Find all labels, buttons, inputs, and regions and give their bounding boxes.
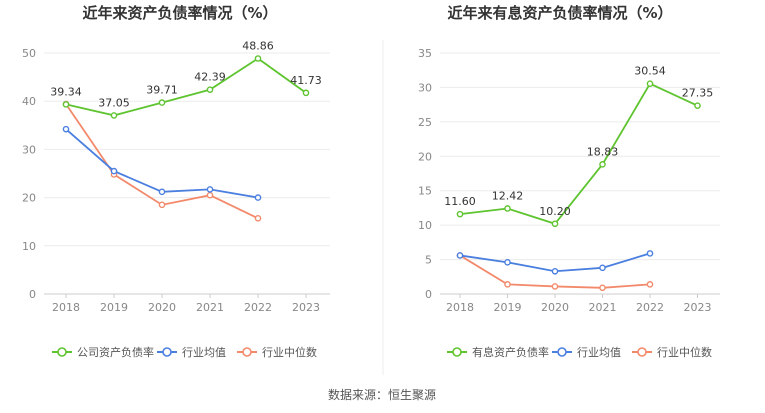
- y-tick-label: 10: [418, 219, 432, 232]
- data-point: [254, 194, 262, 201]
- chart-title: 近年来有息资产负债率情况（%）: [447, 4, 672, 22]
- data-point: [62, 125, 70, 133]
- data-point: [599, 161, 606, 168]
- legend-label: 公司资产负债率: [77, 345, 154, 359]
- x-tick-label: 2019: [100, 301, 128, 314]
- data-point: [646, 80, 654, 88]
- x-tick-label: 2019: [494, 301, 522, 314]
- chart-left: 近年来资产负债率情况（%） 0 10 20 30 40 50 2018 2019 2020 2021…: [22, 4, 330, 359]
- data-point: [551, 267, 559, 275]
- x-tick-label: 2021: [589, 301, 617, 314]
- legend-label: 行业均值: [182, 346, 226, 359]
- data-point: [504, 205, 511, 212]
- data-label: 12.42: [492, 189, 524, 202]
- y-tick-label: 20: [22, 192, 36, 205]
- data-label: 39.34: [50, 85, 82, 98]
- data-label: 37.05: [98, 96, 130, 109]
- data-point: [504, 259, 511, 266]
- data-point: [456, 210, 464, 218]
- chart-title: 近年来资产负债率情况（%）: [82, 4, 277, 22]
- data-point: [206, 191, 214, 199]
- series-line: [65, 57, 307, 117]
- legend-label: 行业均值: [577, 346, 621, 359]
- data-point: [158, 201, 166, 209]
- data-point: [62, 101, 70, 108]
- data-label: 48.86: [242, 39, 274, 52]
- data-point: [646, 250, 654, 257]
- legend-swatch-marker: [242, 347, 252, 357]
- legend-label: 行业中位数: [262, 345, 317, 359]
- legend-label: 有息资产负债率: [472, 345, 549, 359]
- y-tick-label: 30: [418, 81, 432, 94]
- data-point: [110, 167, 118, 175]
- x-tick-label: 2020: [541, 301, 569, 314]
- y-tick-label: 25: [418, 116, 432, 129]
- x-tick-label: 2021: [196, 301, 224, 314]
- data-point: [646, 281, 654, 288]
- y-tick-label: 20: [418, 150, 432, 163]
- legend-label: 行业中位数: [657, 345, 712, 359]
- y-tick-label: 15: [418, 185, 432, 198]
- series-line: [65, 103, 259, 220]
- legend-swatch-marker: [57, 347, 67, 357]
- legend-swatch-marker: [557, 347, 567, 357]
- x-tick-label: 2020: [148, 301, 176, 314]
- data-label: 18.83: [587, 145, 619, 158]
- legend-item[interactable]: 公司资产负债率: [52, 345, 154, 359]
- data-point: [694, 102, 701, 109]
- y-tick-label: 30: [22, 143, 36, 156]
- data-label: 42.39: [194, 71, 226, 84]
- data-point: [551, 220, 559, 228]
- data-label: 41.73: [290, 74, 322, 87]
- legend-swatch-marker: [162, 347, 172, 357]
- y-tick-label: 50: [22, 47, 36, 60]
- x-tick-label: 2022: [244, 301, 272, 314]
- legend-item[interactable]: 行业均值: [157, 346, 226, 359]
- series-line: [459, 82, 698, 225]
- data-point: [302, 89, 310, 97]
- data-label: 11.60: [444, 195, 476, 208]
- data-point: [504, 281, 511, 288]
- data-label: 10.20: [539, 205, 571, 218]
- legend-item[interactable]: 行业均值: [552, 346, 621, 359]
- legend-item[interactable]: 行业中位数: [237, 345, 317, 359]
- data-point: [456, 252, 464, 259]
- data-label: 30.54: [634, 65, 666, 78]
- data-point: [254, 55, 262, 62]
- chart-right: 近年来有息资产负债率情况（%） 0 5 10 15 20 25 30 35 2018 2019 202…: [418, 4, 720, 359]
- x-tick-label: 2018: [446, 301, 474, 314]
- x-tick-label: 2018: [52, 301, 80, 314]
- data-point: [158, 188, 166, 196]
- data-point: [599, 264, 606, 272]
- data-point: [599, 284, 606, 292]
- y-tick-label: 35: [418, 47, 432, 60]
- legend-swatch-marker: [637, 347, 647, 357]
- legend-swatch-marker: [452, 347, 462, 357]
- legend-item[interactable]: 行业中位数: [632, 345, 712, 359]
- series-line: [65, 128, 259, 199]
- data-point: [158, 99, 166, 106]
- x-tick-label: 2023: [684, 301, 712, 314]
- y-tick-label: 40: [22, 95, 36, 108]
- x-tick-label: 2023: [292, 301, 320, 314]
- y-tick-label: 5: [425, 254, 432, 267]
- data-point: [254, 215, 262, 222]
- data-point: [551, 283, 559, 290]
- y-tick-label: 0: [425, 288, 432, 301]
- legend-item[interactable]: 有息资产负债率: [447, 345, 549, 359]
- data-label: 39.71: [146, 84, 178, 97]
- data-source: 数据来源：恒生聚源: [328, 387, 436, 402]
- data-point: [206, 86, 214, 93]
- y-tick-label: 0: [29, 288, 36, 301]
- data-label: 27.35: [682, 87, 714, 100]
- data-point: [206, 186, 214, 193]
- x-tick-label: 2022: [636, 301, 664, 314]
- y-tick-label: 10: [22, 240, 36, 253]
- data-point: [110, 112, 118, 119]
